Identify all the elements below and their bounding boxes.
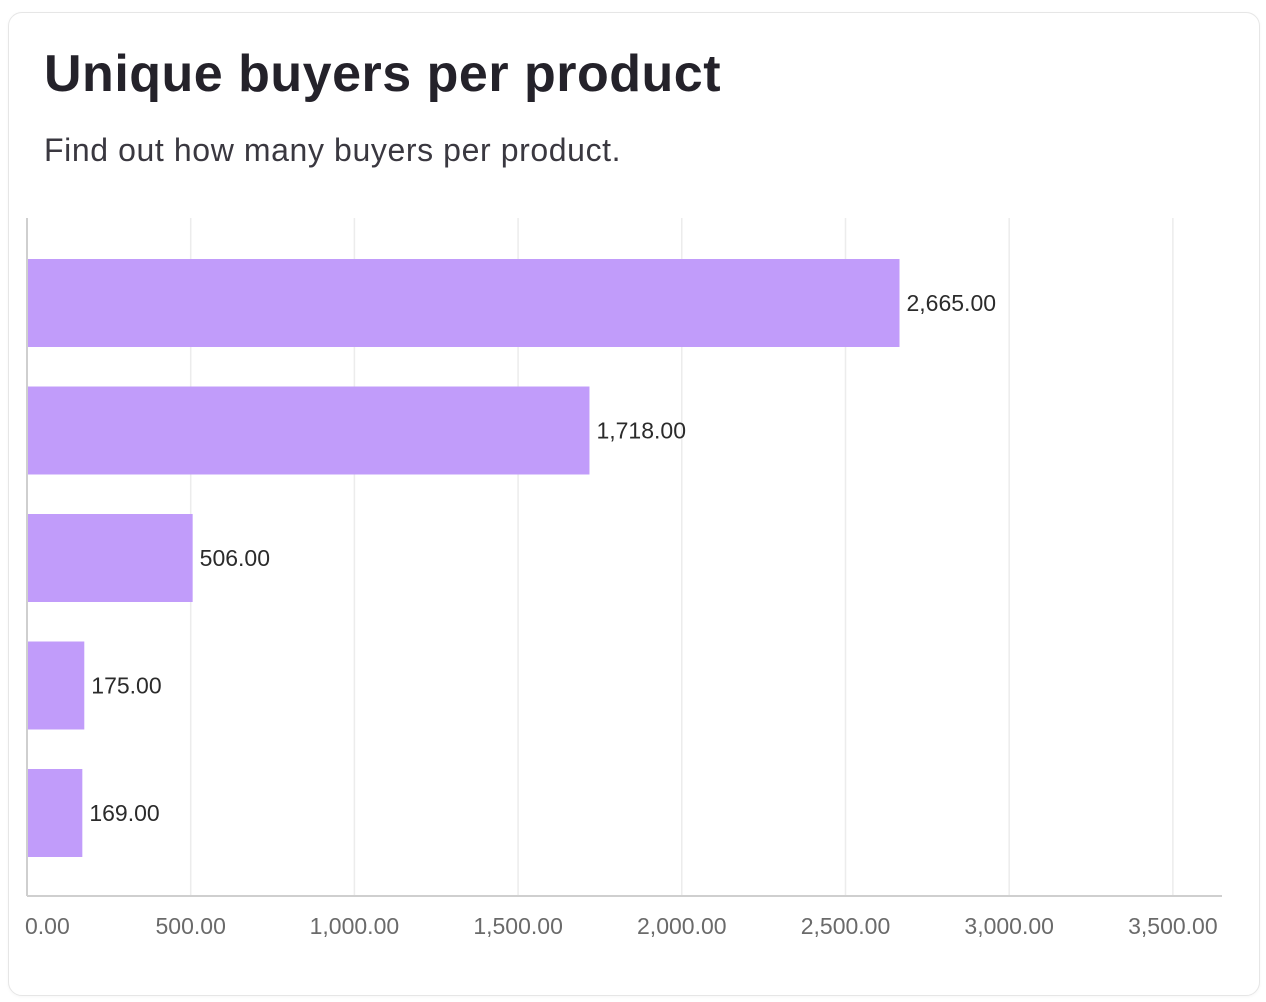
chart-title: Unique buyers per product bbox=[44, 45, 722, 103]
x-tick-label: 1,500.00 bbox=[473, 913, 563, 939]
value-labels: 2,665.00 1,718.00 506.00 175.00 169.00 bbox=[89, 290, 996, 826]
bars bbox=[27, 259, 900, 857]
x-tick-label: 2,500.00 bbox=[801, 913, 891, 939]
bar[interactable] bbox=[27, 386, 590, 475]
x-tick-label: 3,500.00 bbox=[1128, 913, 1218, 939]
x-tick-label: 2,000.00 bbox=[637, 913, 727, 939]
x-tick-label: 1,000.00 bbox=[310, 913, 400, 939]
axes bbox=[26, 218, 1222, 897]
bar[interactable] bbox=[27, 259, 900, 347]
bar-value-label: 506.00 bbox=[200, 545, 270, 571]
chart-card bbox=[8, 12, 1260, 996]
x-tick-label: 0.00 bbox=[25, 913, 70, 939]
x-axis-tick-labels: 0.00 500.00 1,000.00 1,500.00 2,000.00 2,500.… bbox=[25, 913, 1218, 939]
bar-value-label: 1,718.00 bbox=[596, 418, 686, 444]
bar-value-label: 169.00 bbox=[89, 800, 159, 826]
x-tick-label: 500.00 bbox=[156, 913, 226, 939]
bar-value-label: 2,665.00 bbox=[907, 290, 997, 316]
x-tick-label: 3,000.00 bbox=[964, 913, 1054, 939]
bar[interactable] bbox=[27, 641, 85, 730]
bar[interactable] bbox=[27, 769, 83, 857]
chart-subtitle: Find out how many buyers per product. bbox=[44, 132, 622, 168]
bar[interactable] bbox=[27, 514, 193, 602]
bar-value-label: 175.00 bbox=[91, 673, 161, 699]
